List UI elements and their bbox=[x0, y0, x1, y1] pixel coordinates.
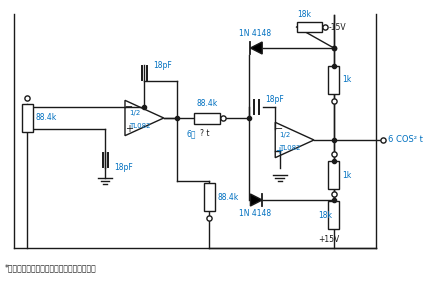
Bar bbox=[329, 161, 339, 189]
Text: 18k: 18k bbox=[298, 10, 312, 19]
Bar bbox=[194, 113, 220, 123]
Text: 1/2: 1/2 bbox=[129, 110, 140, 116]
Text: ? t: ? t bbox=[200, 130, 210, 138]
Polygon shape bbox=[250, 194, 262, 206]
Text: 6 COS² t: 6 COS² t bbox=[388, 136, 423, 145]
Text: 1k: 1k bbox=[342, 76, 351, 85]
Text: 18pF: 18pF bbox=[265, 95, 284, 104]
Text: 1N 4148: 1N 4148 bbox=[239, 29, 271, 38]
Text: 88.4k: 88.4k bbox=[35, 113, 57, 123]
Text: -15V: -15V bbox=[329, 23, 347, 31]
Text: TL082: TL082 bbox=[129, 123, 150, 129]
Bar bbox=[329, 201, 339, 229]
Text: 1k: 1k bbox=[342, 170, 351, 179]
Bar bbox=[22, 104, 33, 132]
Text: 1/2: 1/2 bbox=[279, 132, 290, 138]
Text: TL082: TL082 bbox=[279, 145, 301, 151]
Text: 18pF: 18pF bbox=[153, 61, 172, 70]
Bar bbox=[297, 22, 322, 32]
Text: 88.4k: 88.4k bbox=[217, 192, 238, 201]
Text: 88.4k: 88.4k bbox=[197, 99, 218, 108]
Text: +15V: +15V bbox=[318, 235, 340, 245]
Text: 6单: 6单 bbox=[187, 130, 197, 138]
Text: +: + bbox=[125, 124, 133, 134]
Polygon shape bbox=[250, 42, 262, 54]
Bar bbox=[329, 66, 339, 94]
Bar bbox=[204, 183, 215, 211]
Text: +: + bbox=[275, 146, 283, 156]
Text: 1N 4148: 1N 4148 bbox=[239, 209, 271, 218]
Text: *这些电阻器的值可以调节为一个对称的输出: *这些电阻器的值可以调节为一个对称的输出 bbox=[5, 263, 97, 273]
Text: −: − bbox=[125, 102, 133, 112]
Text: −: − bbox=[275, 124, 283, 134]
Text: 18pF: 18pF bbox=[114, 164, 133, 173]
Text: 18k: 18k bbox=[318, 211, 332, 220]
